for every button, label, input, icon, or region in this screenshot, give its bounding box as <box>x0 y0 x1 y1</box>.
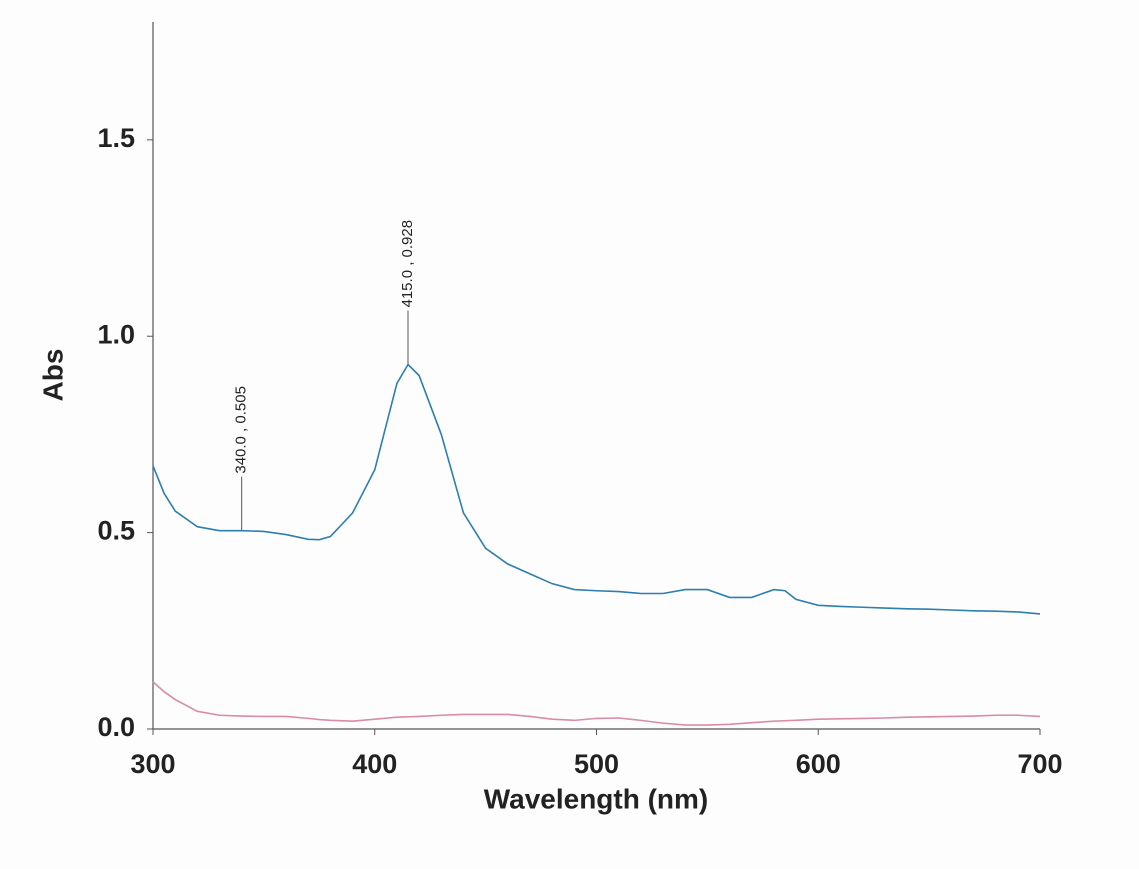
y-tick-label: 0.5 <box>97 516 135 546</box>
y-axis-title: Abs <box>37 349 68 402</box>
peak-label: 415.0 , 0.928 <box>399 220 416 308</box>
y-tick-label: 0.0 <box>97 712 135 742</box>
x-axis-title: Wavelength (nm) <box>484 783 709 814</box>
x-tick-label: 400 <box>352 749 397 779</box>
x-tick-label: 600 <box>796 749 841 779</box>
x-tick-label: 300 <box>130 749 175 779</box>
x-tick-label: 500 <box>574 749 619 779</box>
y-tick-label: 1.0 <box>97 319 135 349</box>
y-tick-label: 1.5 <box>97 123 135 153</box>
peak-label: 340.0 , 0.505 <box>233 386 250 474</box>
spectrum-line <box>152 681 1041 726</box>
x-tick-label: 700 <box>1017 749 1062 779</box>
spectrum-line <box>152 363 1041 615</box>
